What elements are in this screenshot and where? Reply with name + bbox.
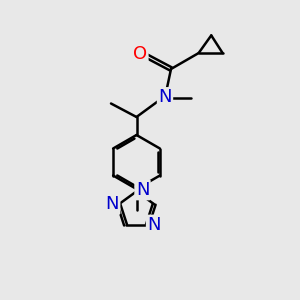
- Text: N: N: [106, 195, 119, 213]
- Text: N: N: [136, 181, 149, 199]
- Text: N: N: [158, 88, 172, 106]
- Text: N: N: [147, 216, 161, 234]
- Text: O: O: [133, 45, 147, 63]
